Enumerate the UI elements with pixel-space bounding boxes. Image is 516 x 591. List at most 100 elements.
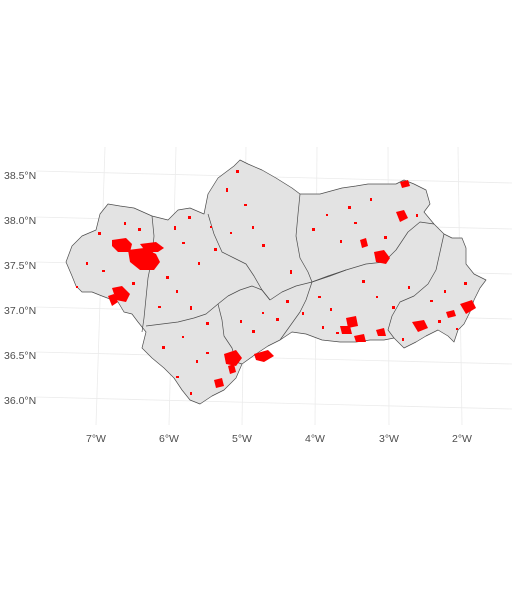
patch <box>348 206 351 209</box>
patch <box>370 198 372 201</box>
patch <box>262 244 265 247</box>
patch <box>354 222 357 224</box>
patch <box>384 236 387 239</box>
x-tick-label: 6°W <box>159 433 179 445</box>
region-outline <box>65 159 487 405</box>
patch <box>244 204 247 206</box>
patch <box>162 346 165 349</box>
patch <box>400 180 410 188</box>
border-malaga-granada <box>279 281 313 341</box>
patch <box>362 280 365 283</box>
patch <box>210 226 212 228</box>
patch <box>188 216 191 219</box>
patch <box>336 332 339 334</box>
patch <box>128 248 160 270</box>
patch <box>166 276 169 279</box>
patch <box>302 312 304 315</box>
y-tick-label: 37.5°N <box>4 260 36 272</box>
patch <box>290 270 292 274</box>
patch <box>224 350 242 366</box>
patch <box>416 214 418 217</box>
patch <box>174 226 176 230</box>
patch <box>252 226 254 229</box>
patch <box>190 392 192 395</box>
patch <box>430 300 433 302</box>
small-patches <box>76 170 467 395</box>
patch <box>340 326 352 334</box>
patch <box>412 320 428 332</box>
patch <box>102 270 105 272</box>
patch <box>392 306 395 309</box>
patch <box>196 360 198 363</box>
patch <box>112 238 132 252</box>
patch <box>76 286 78 288</box>
patch <box>226 188 228 192</box>
patch <box>340 240 342 243</box>
patch <box>252 330 255 333</box>
patch <box>176 290 178 293</box>
patch <box>408 286 410 289</box>
x-tick-label: 3°W <box>379 433 399 445</box>
border-sevilla-cordoba <box>207 213 271 301</box>
patch <box>214 378 224 388</box>
patch <box>132 282 135 285</box>
patch <box>396 210 408 222</box>
patch <box>438 320 441 323</box>
border-cordoba-jaen <box>295 193 313 283</box>
x-tick-label: 2°W <box>452 433 472 445</box>
patch <box>460 300 476 314</box>
provinces <box>65 159 487 405</box>
patch <box>254 350 274 362</box>
patch <box>446 310 456 318</box>
patch <box>402 338 404 341</box>
patch <box>456 328 458 330</box>
patch <box>112 286 130 302</box>
patch <box>374 250 390 264</box>
patch <box>198 262 200 265</box>
patch <box>276 318 279 321</box>
patch <box>182 242 185 244</box>
patch <box>262 312 264 314</box>
patch <box>318 296 321 298</box>
x-axis: 7°W 6°W 5°W 4°W 3°W 2°W <box>86 433 472 445</box>
patch <box>176 376 179 378</box>
patch <box>360 238 368 248</box>
patch <box>140 242 164 252</box>
border-granada-almeria <box>387 233 445 339</box>
province-borders <box>141 193 445 365</box>
x-tick-label: 5°W <box>232 433 252 445</box>
patch <box>444 290 446 293</box>
patch <box>98 232 101 235</box>
border-cordoba-granada <box>269 269 347 301</box>
patch <box>228 364 236 374</box>
patch <box>86 262 88 265</box>
patch <box>206 322 209 325</box>
patch <box>376 328 386 336</box>
y-tick-label: 36.5°N <box>4 350 36 362</box>
x-tick-label: 7°W <box>86 433 106 445</box>
patch <box>108 294 118 306</box>
patch <box>182 336 184 338</box>
patch <box>190 306 192 310</box>
patch <box>214 248 217 251</box>
patch <box>464 282 467 285</box>
patch <box>240 320 242 323</box>
border-sevilla-malaga <box>227 285 271 301</box>
border-huelva-sevilla <box>141 215 155 333</box>
patch <box>286 300 289 303</box>
patch <box>326 214 328 216</box>
patch <box>330 308 332 311</box>
y-tick-label: 38.5°N <box>4 170 36 182</box>
patch <box>236 170 239 173</box>
grid-lat-36-5 <box>35 351 513 365</box>
y-tick-label: 37.0°N <box>4 305 36 317</box>
y-axis: 38.5°N 38.0°N 37.5°N 37.0°N 36.5°N 36.0°… <box>4 170 36 407</box>
patch <box>230 232 232 234</box>
patch <box>138 228 141 231</box>
patch <box>206 352 209 354</box>
x-tick-label: 4°W <box>305 433 325 445</box>
occurrence-patches <box>108 180 476 388</box>
patch <box>354 334 366 342</box>
patch <box>346 316 358 328</box>
